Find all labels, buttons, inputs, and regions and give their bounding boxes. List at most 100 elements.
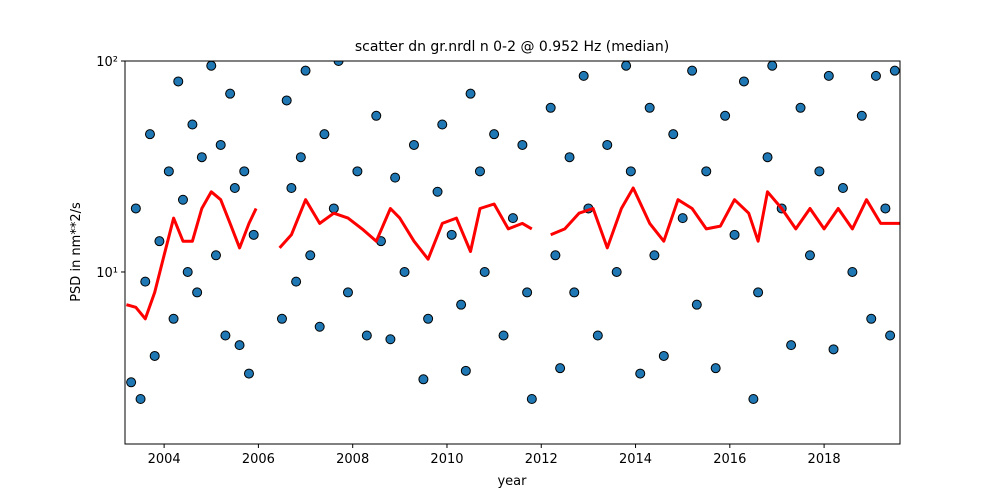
point	[371, 110, 382, 121]
point	[870, 70, 881, 81]
point	[569, 287, 580, 298]
point	[342, 287, 353, 298]
point	[710, 363, 721, 374]
point	[154, 236, 165, 247]
point	[314, 321, 325, 332]
point	[248, 229, 259, 240]
point	[847, 266, 858, 277]
point	[135, 394, 146, 405]
point	[804, 250, 815, 261]
point	[517, 139, 528, 150]
point	[144, 129, 155, 140]
point	[738, 76, 749, 87]
point	[234, 340, 245, 351]
point	[578, 70, 589, 81]
point	[592, 330, 603, 341]
point	[753, 287, 764, 298]
point	[823, 70, 834, 81]
point	[300, 65, 311, 76]
point	[385, 334, 396, 345]
y-axis-label: PSD in nm**2/s	[69, 202, 84, 302]
point	[399, 266, 410, 277]
point	[206, 61, 217, 71]
x-tick-label: 2012	[525, 452, 558, 467]
point	[522, 287, 533, 298]
point	[295, 152, 306, 163]
point	[210, 250, 221, 261]
point	[526, 394, 537, 405]
x-tick-label: 2016	[713, 452, 746, 467]
point	[192, 287, 203, 298]
point	[602, 139, 613, 150]
point	[163, 166, 174, 177]
point	[866, 313, 877, 324]
x-tick-label: 2004	[148, 452, 181, 467]
point	[625, 166, 636, 177]
point	[187, 119, 198, 130]
point	[479, 266, 490, 277]
point	[545, 102, 556, 113]
point	[555, 363, 566, 374]
point	[621, 61, 632, 71]
point	[281, 95, 292, 106]
point	[243, 368, 254, 379]
y-tick-label: 10²	[96, 55, 118, 70]
point	[333, 61, 344, 66]
point	[446, 229, 457, 240]
point	[837, 183, 848, 194]
point	[635, 368, 646, 379]
point	[668, 129, 679, 140]
point	[649, 250, 660, 261]
point	[786, 340, 797, 351]
point	[168, 313, 179, 324]
point	[767, 61, 778, 71]
point	[390, 172, 401, 183]
point	[889, 65, 900, 76]
point	[276, 313, 287, 324]
x-tick-label: 2014	[619, 452, 652, 467]
point	[182, 266, 193, 277]
point	[729, 229, 740, 240]
point	[611, 266, 622, 277]
point	[286, 183, 297, 194]
x-tick-label: 2010	[430, 452, 463, 467]
point	[687, 65, 698, 76]
point	[437, 119, 448, 130]
point	[229, 183, 240, 194]
point	[489, 129, 500, 140]
point	[828, 344, 839, 355]
point	[140, 276, 151, 287]
point	[748, 394, 759, 405]
y-tick-label: 10¹	[96, 266, 118, 281]
point	[507, 213, 518, 224]
point	[762, 152, 773, 163]
point	[677, 213, 688, 224]
point	[880, 203, 891, 214]
point	[795, 102, 806, 113]
x-tick-label: 2006	[242, 452, 275, 467]
point	[658, 350, 669, 361]
point	[418, 374, 429, 385]
point	[550, 250, 561, 261]
point	[177, 194, 188, 205]
point	[239, 166, 250, 177]
point	[814, 166, 825, 177]
point	[465, 88, 476, 99]
point	[361, 330, 372, 341]
median-line	[126, 186, 900, 321]
point	[291, 276, 302, 287]
point	[196, 152, 207, 163]
point	[173, 76, 184, 87]
point	[220, 330, 231, 341]
point	[474, 166, 485, 177]
point	[305, 250, 316, 261]
x-tick-label: 2008	[336, 452, 369, 467]
x-axis-label: year	[497, 474, 527, 489]
point	[328, 203, 339, 214]
point	[149, 350, 160, 361]
point	[644, 102, 655, 113]
point	[432, 186, 443, 197]
point	[352, 166, 363, 177]
